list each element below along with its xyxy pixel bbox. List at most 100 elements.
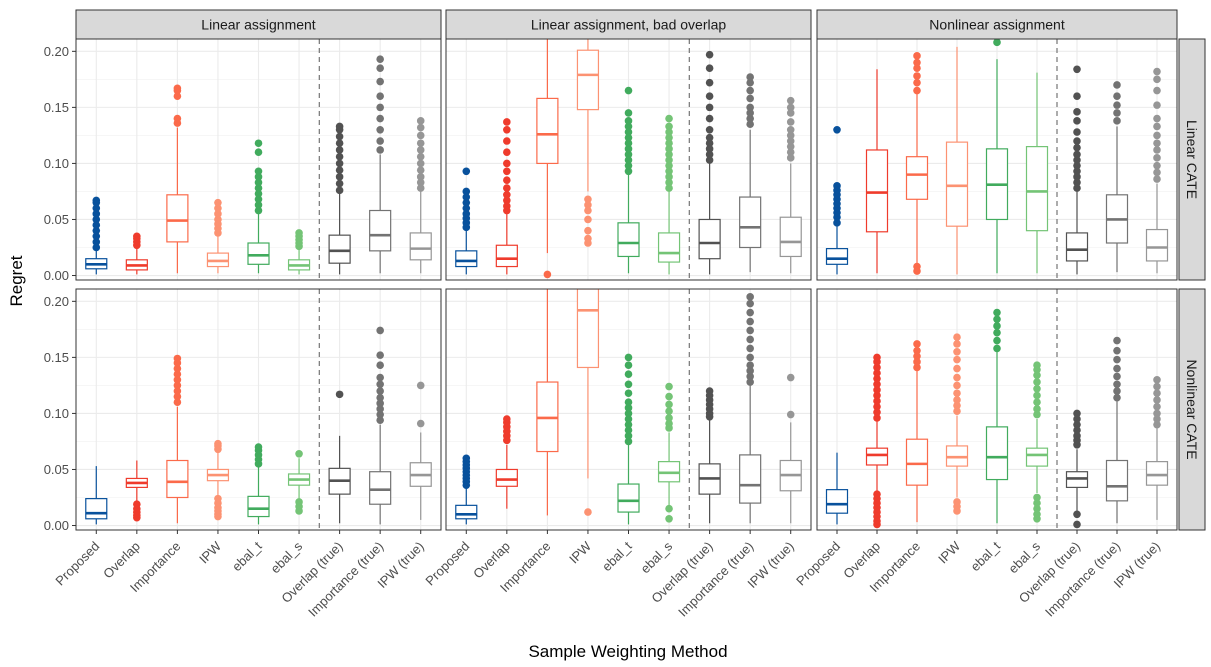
box-iqr [739, 196, 762, 249]
outlier-point [1073, 426, 1081, 435]
outlier-point [503, 184, 511, 192]
outlier-point [746, 78, 754, 87]
outlier-point [376, 416, 384, 424]
outlier-point [1153, 122, 1161, 131]
boxplot [1105, 336, 1129, 524]
box-iqr [905, 156, 929, 200]
outlier-point [624, 389, 633, 398]
outlier-point [1073, 150, 1081, 159]
outlier-point [913, 352, 921, 361]
outlier-point [1113, 336, 1121, 345]
outlier-point [624, 437, 633, 446]
outlier-point [1113, 109, 1121, 117]
boxplot [698, 387, 721, 524]
outlier-point [416, 178, 425, 187]
outlier-point [913, 72, 921, 80]
outlier-point [624, 150, 633, 159]
box-iqr [369, 209, 392, 252]
outlier-point [1033, 504, 1041, 513]
outlier-point [1073, 420, 1081, 429]
outlier-point [1113, 364, 1121, 373]
outlier-point [873, 353, 881, 362]
outlier-point [1153, 146, 1161, 154]
outlier-point [416, 117, 425, 125]
box-iqr [1025, 146, 1049, 232]
box-iqr [576, 49, 600, 111]
outlier-point [335, 152, 344, 161]
outlier-point [1033, 384, 1041, 393]
outlier-point [786, 148, 795, 157]
outlier-point [416, 381, 425, 390]
outlier-point [173, 392, 182, 401]
outlier-point [1073, 143, 1081, 152]
outlier-point [1073, 432, 1081, 440]
outlier-point [503, 202, 511, 210]
outlier-point [873, 380, 881, 389]
box-iqr [455, 504, 478, 520]
outlier-point [214, 512, 222, 521]
boxplot [1025, 361, 1049, 523]
outlier-point [913, 78, 921, 87]
box-iqr [328, 234, 351, 264]
y-axes: 0.00 0.05 0.10 0.15 0.20 0.00 0.05 0.10 0.15 0.20 [44, 44, 76, 533]
outlier-point [953, 373, 961, 382]
y-tick-label: 0.20 [44, 44, 69, 59]
outlier-point [376, 361, 384, 370]
outlier-point [503, 125, 511, 134]
outlier-point [295, 229, 303, 237]
row-strip-background [1178, 38, 1206, 281]
outlier-point [1073, 167, 1081, 176]
outlier-point [705, 64, 714, 72]
panel-marks [825, 39, 1169, 275]
outlier-point [376, 326, 384, 335]
outlier-point [376, 405, 384, 413]
box-iqr [495, 244, 518, 268]
boxplot [206, 198, 230, 274]
outlier-point [173, 381, 182, 390]
outlier-point [1073, 108, 1081, 116]
outlier-point [1153, 131, 1161, 140]
outlier-point [254, 178, 263, 187]
boxplot [1065, 409, 1089, 529]
outlier-point [92, 210, 101, 218]
box-iqr [739, 454, 762, 504]
outlier-point [214, 204, 222, 213]
outlier-point [665, 150, 673, 159]
outlier-point [705, 103, 714, 112]
row-strip: Linear CATE [1178, 38, 1206, 281]
outlier-point [624, 398, 633, 407]
row-strip-label: Linear CATE [1184, 120, 1200, 199]
outlier-point [1073, 128, 1081, 136]
column-strip: Linear assignment, bad overlap [445, 9, 812, 40]
outlier-point [746, 326, 754, 335]
boxplot [1025, 72, 1049, 274]
outlier-point [913, 58, 921, 67]
outlier-point [953, 507, 961, 515]
box-iqr [657, 232, 681, 263]
outlier-point [376, 103, 384, 112]
boxplot [85, 196, 108, 275]
outlier-point [665, 407, 673, 415]
y-tick-label: 0.05 [44, 212, 69, 227]
outlier-point [1073, 510, 1081, 519]
box-iqr [617, 222, 640, 258]
outlier-point [786, 137, 795, 145]
boxplot [657, 382, 681, 523]
column-strip: Linear assignment [75, 9, 442, 40]
outlier-point [1153, 396, 1161, 404]
outlier-point [584, 215, 592, 224]
box-iqr [369, 471, 392, 505]
outlier-point [92, 226, 101, 235]
outlier-point [214, 198, 222, 207]
outlier-point [376, 410, 384, 419]
outlier-point [1153, 415, 1161, 423]
outlier-point [416, 123, 425, 132]
outlier-point [584, 201, 592, 209]
box-iqr [536, 97, 559, 165]
outlier-point [993, 336, 1001, 345]
box-iqr [825, 489, 849, 514]
outlier-point [1033, 514, 1041, 523]
outlier-point [705, 387, 714, 395]
outlier-point [173, 364, 182, 373]
outlier-point [503, 167, 511, 176]
